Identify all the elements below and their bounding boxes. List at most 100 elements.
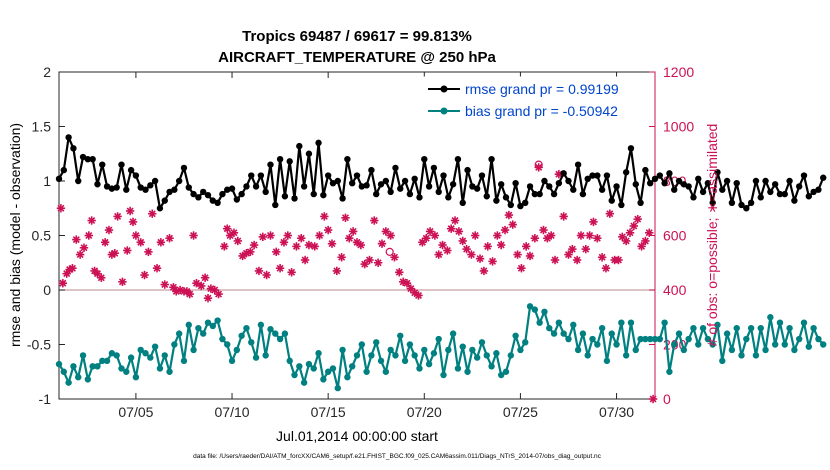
- rmse-point: [190, 190, 197, 198]
- y2-tick-label: 600: [663, 228, 687, 244]
- bias-point: [127, 354, 135, 361]
- x-tick-label: 07/15: [311, 404, 346, 420]
- bias-point: [224, 341, 231, 348]
- bias-point: [99, 357, 106, 365]
- rmse-point: [714, 169, 721, 176]
- bias-point: [445, 346, 452, 354]
- rmse-point: [99, 161, 106, 168]
- bias-point: [680, 346, 688, 354]
- asterisk-stroke: [407, 285, 415, 293]
- asterisk-stroke: [324, 226, 332, 234]
- asterisk-stroke: [365, 256, 374, 264]
- rmse-point: [671, 186, 678, 193]
- obs-assimilated-point: [633, 214, 642, 224]
- obs-assimilated-point: [593, 234, 602, 243]
- asterisk-stroke: [223, 225, 231, 233]
- legend-rmse-label: rmse grand pr = 0.99199: [465, 81, 619, 97]
- obs-assimilated-point: [341, 213, 350, 222]
- asterisk-stroke: [618, 233, 626, 241]
- rmse-point: [488, 156, 495, 163]
- asterisk-stroke: [59, 279, 67, 287]
- obs-assimilated-point: [597, 253, 607, 262]
- rmse-point: [449, 181, 457, 188]
- legend-box: [422, 76, 649, 124]
- bias-point: [517, 346, 524, 354]
- obs-assimilated-point: [56, 204, 66, 213]
- rmse-point: [84, 156, 92, 163]
- bias-point: [334, 384, 341, 392]
- asterisk-stroke: [266, 231, 274, 240]
- rmse-point: [60, 166, 68, 174]
- bias-point: [632, 346, 639, 354]
- bias-point: [103, 357, 111, 365]
- rmse-point: [392, 164, 399, 172]
- rmse-point: [805, 193, 813, 200]
- asterisk-stroke: [497, 241, 505, 249]
- asterisk-stroke: [353, 238, 361, 246]
- bias-point: [276, 335, 284, 343]
- obs-assimilated-point: [422, 234, 431, 243]
- rmse-point: [127, 166, 135, 174]
- bias-point: [315, 350, 322, 357]
- obs-assimilated-point: [97, 273, 106, 282]
- obs-assimilated-point: [479, 266, 489, 276]
- asterisk-stroke: [118, 278, 126, 286]
- bias-point: [815, 335, 822, 343]
- rmse-point: [382, 177, 390, 185]
- rmse-point: [666, 170, 673, 177]
- bias-point: [79, 352, 87, 359]
- asterisk-stroke: [186, 290, 194, 298]
- asterisk-stroke: [141, 271, 149, 279]
- obs-assimilated-point: [300, 255, 310, 265]
- bias-point: [305, 360, 313, 368]
- asterisk-stroke: [509, 221, 517, 229]
- obs-assimilated-point: [425, 227, 435, 236]
- bias-point: [560, 330, 567, 337]
- rmse-point: [320, 191, 327, 199]
- obs-assimilated-point: [292, 242, 301, 251]
- rmse-point: [305, 150, 313, 157]
- obs-assimilated-point: [68, 264, 77, 273]
- obs-assimilated-point: [125, 206, 135, 216]
- obs-assimilated-point: [386, 231, 395, 240]
- obs-assimilated-point: [488, 257, 497, 266]
- bias-point: [373, 339, 380, 346]
- rmse-point: [238, 190, 245, 198]
- y-tick-label: 0: [43, 282, 51, 298]
- asterisk-stroke: [328, 240, 336, 248]
- rmse-point: [541, 177, 548, 185]
- rmse-point: [478, 172, 486, 179]
- bias-point: [502, 368, 510, 375]
- rmse-point: [579, 190, 587, 198]
- asterisk-stroke: [230, 229, 238, 237]
- obs-assimilated-point: [370, 216, 379, 225]
- asterisk-stroke: [501, 226, 509, 234]
- obs-assimilated-point: [200, 273, 210, 282]
- bias-point: [324, 368, 332, 375]
- obs-assimilated-point: [504, 210, 514, 220]
- obs-assimilated-point: [84, 231, 94, 240]
- bias-point: [411, 352, 418, 359]
- obs-assimilated-point: [434, 250, 443, 259]
- asterisk-stroke: [411, 289, 419, 297]
- obs-assimilated-point: [581, 244, 590, 254]
- obs-assimilated-point: [315, 231, 324, 240]
- bias-point: [449, 330, 457, 337]
- bias-point: [493, 350, 500, 357]
- rmse-point: [276, 156, 284, 163]
- asterisk-stroke: [349, 227, 357, 235]
- bias-point: [570, 321, 577, 329]
- bias-point: [656, 335, 664, 343]
- rmse-point: [281, 193, 289, 200]
- asterisk-stroke: [426, 227, 434, 235]
- bias-point: [786, 324, 793, 332]
- obs-assimilated-point: [323, 225, 333, 235]
- bias-point: [719, 357, 726, 365]
- obs-assimilated-point: [356, 240, 366, 250]
- obs-assimilated-point: [279, 238, 289, 247]
- bias-point: [767, 314, 774, 321]
- asterisk-stroke: [378, 240, 386, 248]
- bias-point: [267, 326, 274, 333]
- rmse-point: [445, 194, 452, 201]
- asterisk-stroke: [338, 253, 346, 261]
